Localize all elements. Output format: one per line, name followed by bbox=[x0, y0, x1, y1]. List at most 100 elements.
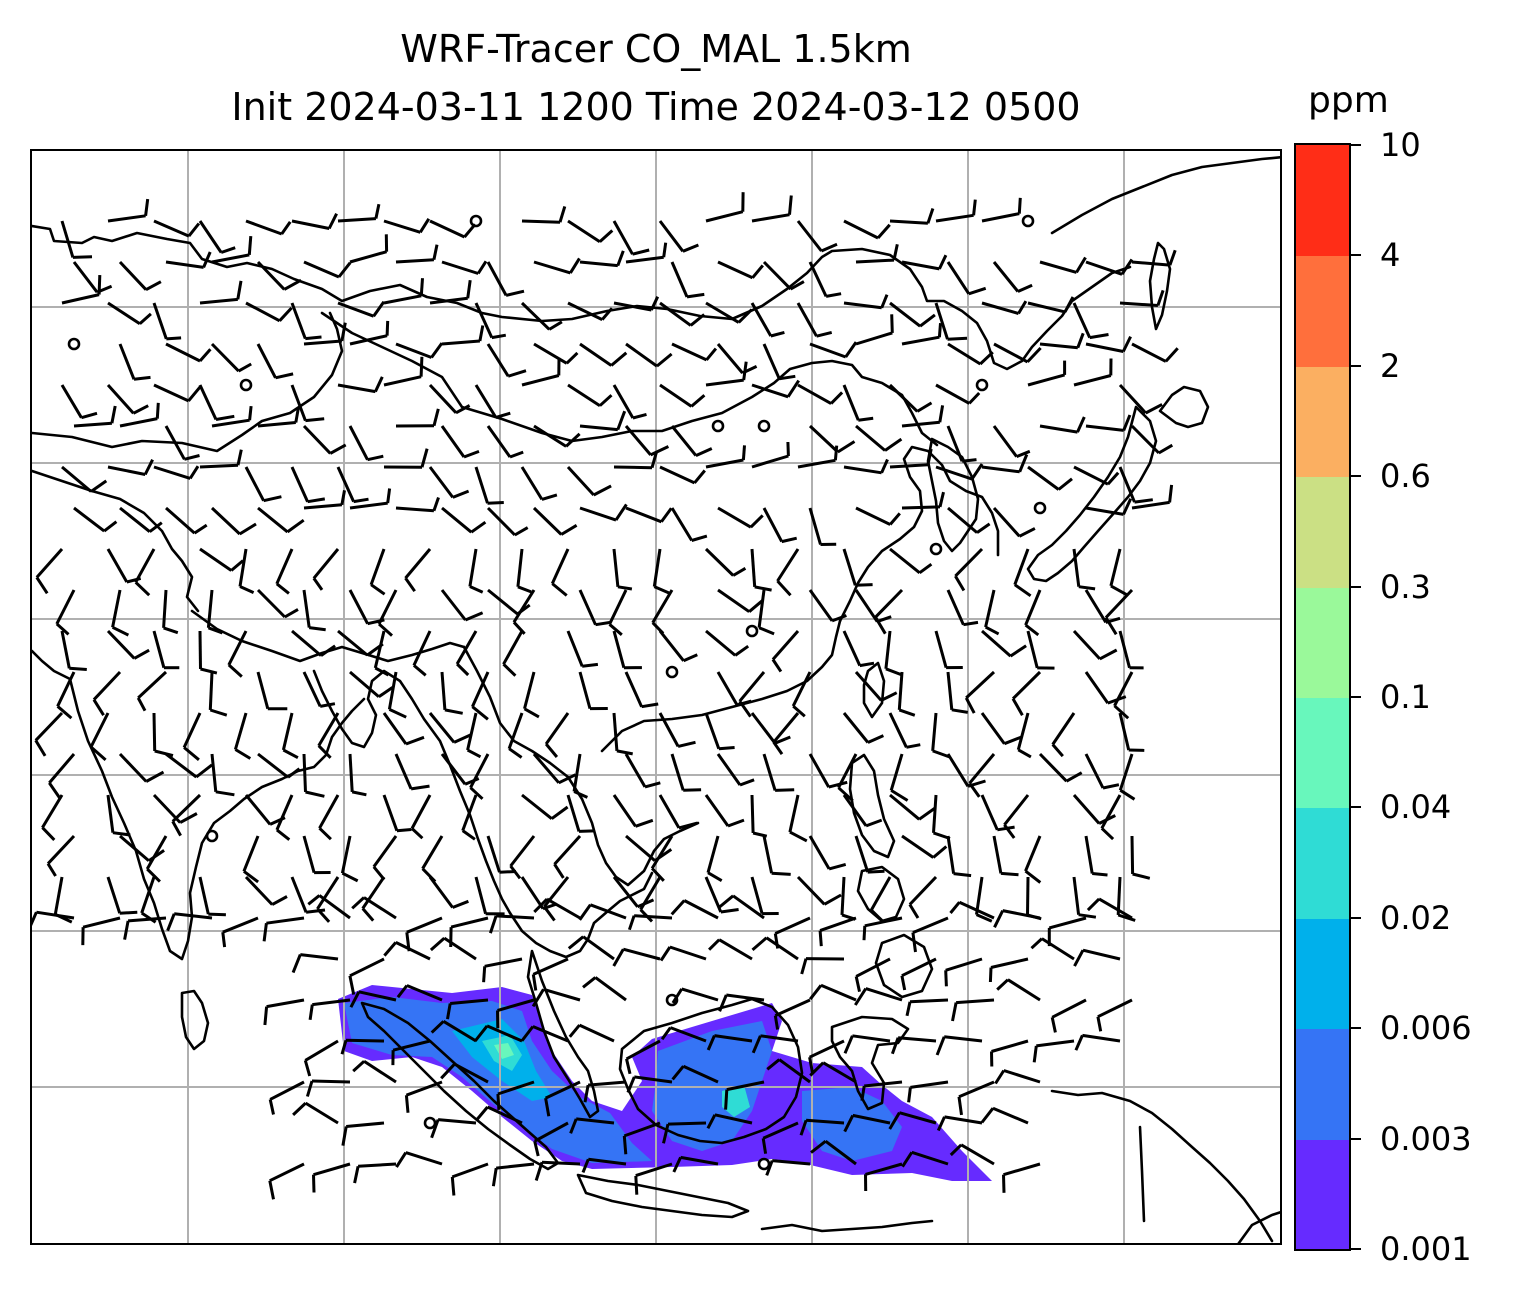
wind-barb-shaft bbox=[346, 1121, 385, 1128]
wind-barb-shaft bbox=[624, 425, 652, 456]
wind-barb-flag bbox=[410, 827, 424, 840]
wind-barb-shaft bbox=[625, 834, 656, 862]
wind-barb-shaft bbox=[36, 910, 75, 920]
wind-barb-flag bbox=[337, 261, 352, 278]
wind-barb-shaft bbox=[474, 302, 494, 339]
wind-barb-shaft bbox=[1130, 835, 1135, 875]
wind-barb-flag bbox=[906, 743, 921, 749]
wind-barb-flag bbox=[705, 347, 718, 361]
wind-barb-shaft bbox=[303, 503, 343, 510]
wind-barb-flag bbox=[672, 1156, 682, 1173]
wind-barb-flag bbox=[452, 489, 470, 499]
wind-barb-flag bbox=[303, 1059, 312, 1077]
wind-barb-flag bbox=[307, 894, 321, 906]
wind-barb-shaft bbox=[788, 794, 800, 833]
wind-barb-flag bbox=[837, 440, 856, 454]
wind-barb-flag bbox=[46, 862, 57, 877]
wind-barb-flag bbox=[754, 585, 772, 592]
wind-barb-shaft bbox=[487, 588, 519, 616]
wind-barb-flag bbox=[816, 330, 833, 338]
wind-barb-flag bbox=[202, 251, 212, 268]
wind-barb-shaft bbox=[349, 957, 385, 978]
wind-barb-flag bbox=[569, 1118, 578, 1134]
wind-barb-flag bbox=[475, 1106, 489, 1121]
wind-barb-flag bbox=[651, 867, 665, 882]
wind-barb-shaft bbox=[383, 375, 422, 387]
wind-barb-flag bbox=[976, 522, 991, 534]
wind-barb-flag bbox=[682, 653, 698, 663]
wind-barb-shaft bbox=[975, 876, 984, 915]
wind-barb-shaft bbox=[865, 987, 903, 1002]
wind-barb-shaft bbox=[281, 712, 294, 751]
wind-barb-shaft bbox=[658, 712, 680, 748]
wind-barb-shaft bbox=[92, 670, 122, 701]
wind-barb-shaft bbox=[992, 261, 1020, 293]
wind-barb-shaft bbox=[428, 712, 456, 744]
colorbar-tick bbox=[1351, 364, 1361, 367]
wind-barb-flag bbox=[610, 351, 628, 367]
wind-barb-flag bbox=[781, 536, 798, 544]
map-title-line-1: WRF-Tracer CO_MAL 1.5km bbox=[400, 27, 912, 71]
wind-barb-flag bbox=[215, 790, 235, 797]
wind-barb-shaft bbox=[153, 383, 190, 403]
wind-barb-shaft bbox=[612, 384, 635, 419]
wind-barb-shaft bbox=[245, 301, 281, 323]
colorbar-segment bbox=[1296, 255, 1349, 367]
wind-barb-shaft bbox=[245, 219, 283, 236]
wind-barb-flag bbox=[340, 490, 346, 506]
calm-wind-circles bbox=[67, 214, 1047, 1171]
wind-barb-shaft bbox=[302, 589, 311, 628]
wind-barb-shaft bbox=[625, 342, 658, 368]
wind-barb-flag bbox=[461, 829, 476, 841]
wind-barb-flag bbox=[918, 562, 933, 575]
wind-barb-shaft bbox=[797, 383, 832, 405]
wind-barb-flag bbox=[890, 314, 894, 333]
wind-barb-flag bbox=[327, 213, 338, 230]
wind-barb-shaft bbox=[824, 1140, 857, 1166]
wind-barb-flag bbox=[855, 583, 873, 587]
wind-barb-shaft bbox=[303, 260, 340, 279]
wind-barb-shaft bbox=[908, 875, 938, 906]
wind-barb-shaft bbox=[1039, 424, 1078, 434]
wind-barb-flag bbox=[741, 445, 746, 461]
wind-barb-flag bbox=[560, 524, 578, 536]
wind-barb-flag bbox=[641, 702, 659, 709]
wind-barb-flag bbox=[771, 658, 783, 673]
wind-barb-shaft bbox=[269, 1162, 305, 1183]
wind-barb-flag bbox=[319, 702, 336, 708]
wind-barb-flag bbox=[305, 335, 322, 341]
wind-barb-shaft bbox=[106, 794, 115, 833]
wind-barb-flag bbox=[531, 974, 538, 991]
wind-barb-flag bbox=[1017, 748, 1032, 759]
wind-barb-shaft bbox=[1130, 424, 1160, 455]
wind-barb-shaft bbox=[625, 506, 662, 524]
wind-barb-shaft bbox=[935, 383, 971, 405]
wind-barb-shaft bbox=[765, 936, 799, 961]
wind-barb-shaft bbox=[683, 899, 719, 920]
wind-barb-shaft bbox=[165, 342, 201, 363]
wind-barb-shaft bbox=[1048, 916, 1087, 930]
wind-barb-flag bbox=[874, 616, 887, 635]
wind-barb-flag bbox=[1078, 585, 1096, 591]
border-myanmar-thailand bbox=[462, 645, 700, 887]
wind-barb-flag bbox=[534, 1161, 544, 1181]
wind-barb-shaft bbox=[566, 465, 595, 497]
calm-wind-circle bbox=[665, 665, 679, 679]
wind-barb-shaft bbox=[1073, 465, 1109, 486]
wind-barb-flag bbox=[724, 1089, 729, 1110]
wind-barb-flag bbox=[239, 585, 255, 594]
wind-barb-flag bbox=[655, 352, 673, 368]
wind-barb-flag bbox=[582, 976, 597, 989]
wind-barb-flag bbox=[92, 698, 105, 716]
wind-barb-flag bbox=[1017, 197, 1022, 214]
wind-barb-shaft bbox=[842, 794, 868, 827]
wind-barb-shaft bbox=[46, 834, 76, 865]
wind-barb-shaft bbox=[382, 794, 399, 832]
wind-barb-flag bbox=[1065, 771, 1083, 783]
wind-barb-shaft bbox=[566, 630, 584, 667]
wind-barb-shaft bbox=[165, 260, 204, 269]
wind-barb-shaft bbox=[1084, 753, 1105, 789]
wind-barb-flag bbox=[1113, 704, 1130, 720]
wind-barb-shaft bbox=[718, 938, 753, 961]
wind-barb-shaft bbox=[210, 506, 241, 536]
